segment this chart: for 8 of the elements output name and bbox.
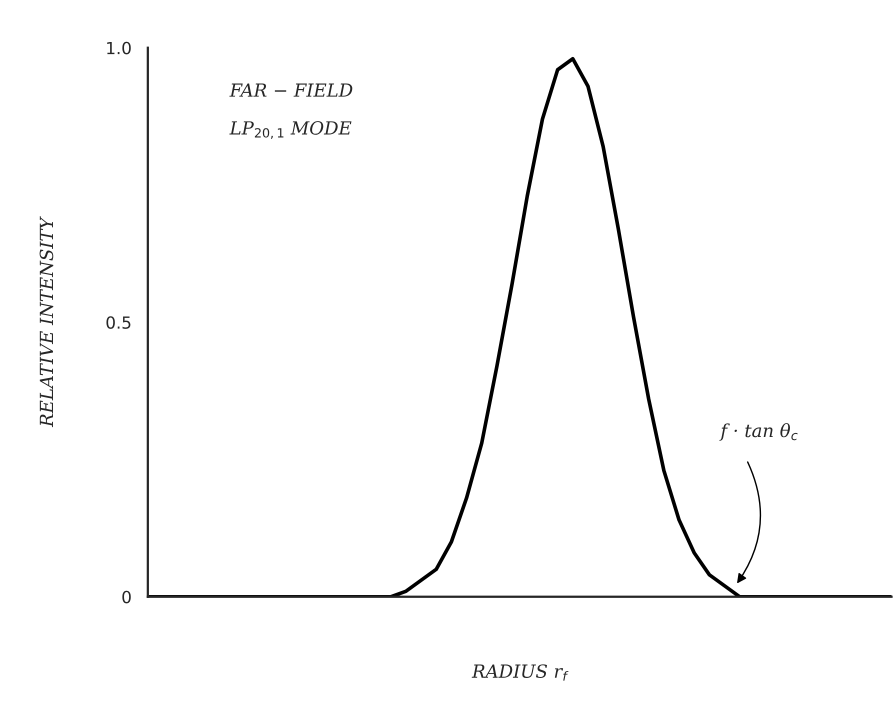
y-axis-title: RELATIVE INTENSITY: [40, 216, 54, 428]
y-tick-label: 1.0: [107, 42, 131, 54]
y-tick-label: 0.5: [106, 316, 130, 329]
annotation: f · tan θ$_{c}$: [719, 423, 798, 441]
annotation: FAR − FIELD: [229, 84, 352, 97]
y-tick-label: 0: [122, 590, 131, 604]
annotation: LP$_{20,1}$ MODE: [229, 121, 352, 139]
x-axis-title: RADIUS r$_{f}$: [472, 664, 568, 681]
